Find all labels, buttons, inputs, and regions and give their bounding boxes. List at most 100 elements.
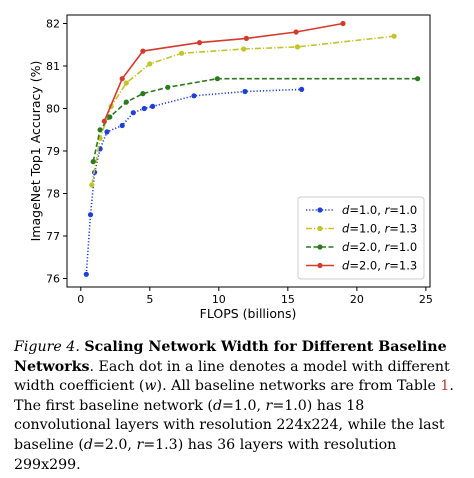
x-tick-label: 5 bbox=[146, 293, 153, 306]
legend-label: d=2.0, r=1.3 bbox=[342, 259, 417, 273]
data-point bbox=[119, 76, 125, 82]
data-point bbox=[299, 86, 305, 92]
data-point bbox=[293, 29, 299, 35]
data-point bbox=[97, 127, 103, 133]
data-point bbox=[101, 118, 107, 124]
data-point bbox=[340, 20, 346, 27]
data-point bbox=[179, 50, 185, 56]
caption-text: . Each dot in a line denotes a model wit… bbox=[14, 358, 450, 395]
caption-title: Scaling Network Width for Different Base… bbox=[14, 339, 447, 375]
legend-label-part: =1.3 bbox=[389, 222, 417, 236]
data-point bbox=[241, 46, 247, 52]
legend-label: d=2.0, r=1.0 bbox=[342, 240, 417, 254]
data-point bbox=[191, 93, 197, 99]
caption-symbol-w: w bbox=[144, 378, 157, 395]
legend-label-part: r bbox=[385, 203, 391, 217]
legend-label-part: =2.0, bbox=[349, 259, 384, 273]
legend-label-part: r bbox=[385, 222, 391, 236]
data-point bbox=[140, 91, 146, 97]
x-tick-label: 10 bbox=[212, 293, 226, 306]
legend-label-part: d bbox=[342, 203, 350, 217]
y-tick-label: 81 bbox=[46, 60, 60, 73]
data-point bbox=[150, 103, 156, 109]
x-tick-label: 15 bbox=[281, 293, 295, 306]
data-point bbox=[214, 76, 220, 82]
legend-label-part: =1.3 bbox=[389, 259, 417, 273]
legend-item: d=2.0, r=1.0 bbox=[306, 240, 417, 254]
y-tick-label: 79 bbox=[46, 145, 60, 158]
legend-label-part: =1.0, bbox=[349, 203, 384, 217]
caption-text: . The first baseline network ( bbox=[14, 378, 454, 414]
y-tick-label: 82 bbox=[46, 18, 60, 31]
legend-marker bbox=[317, 207, 323, 213]
data-point bbox=[119, 122, 125, 129]
table-reference-link[interactable]: 1 bbox=[440, 378, 450, 395]
series-line bbox=[92, 77, 418, 162]
caption-symbol-r: r bbox=[265, 397, 273, 414]
data-point bbox=[140, 48, 146, 54]
data-point bbox=[141, 105, 147, 112]
legend-label-part: =2.0, bbox=[349, 240, 384, 254]
data-point bbox=[123, 99, 129, 105]
legend-label-part: =1.0 bbox=[389, 203, 417, 217]
data-point bbox=[147, 61, 153, 67]
x-tick-label: 25 bbox=[419, 293, 433, 306]
data-point bbox=[89, 182, 95, 188]
legend-label-part: r bbox=[385, 259, 391, 273]
data-point bbox=[165, 84, 171, 90]
caption-text: =1.0) has 18 convolutional layers with r… bbox=[14, 397, 445, 453]
data-point bbox=[243, 35, 249, 42]
y-axis-label: ImageNet Top1 Accuracy (%) bbox=[28, 61, 43, 242]
data-point bbox=[391, 33, 397, 39]
data-point bbox=[196, 40, 203, 46]
y-tick-label: 76 bbox=[46, 273, 60, 286]
data-point bbox=[90, 159, 96, 165]
legend-label-part: =1.0 bbox=[389, 240, 417, 254]
data-point bbox=[242, 88, 248, 95]
accuracy-vs-flops-chart: 0 5 10 15 20 25 76 77 78 79 80 81 82 FLOPS (billions… bbox=[28, 14, 433, 321]
caption-symbol-d: d bbox=[83, 436, 93, 453]
legend-marker bbox=[317, 244, 323, 250]
legend-item: d=1.0, r=1.3 bbox=[306, 222, 417, 236]
x-tick-label: 20 bbox=[350, 293, 364, 306]
legend-label-part: d bbox=[342, 222, 350, 236]
legend-marker bbox=[317, 225, 323, 232]
x-tick-label: 0 bbox=[77, 293, 84, 306]
data-point bbox=[294, 44, 301, 50]
caption-text: ). All baseline networks are from Table bbox=[156, 378, 441, 395]
legend-label-part: =1.0, bbox=[349, 222, 384, 236]
caption-text: =1.3) has 36 layers with resolution 299x… bbox=[14, 436, 397, 473]
caption-symbol-r: r bbox=[136, 436, 144, 453]
legend-box bbox=[297, 196, 425, 280]
data-point bbox=[123, 80, 129, 86]
legend: d=1.0, r=1.0d=1.0, r=1.3d=2.0, r=1.0d=2.… bbox=[297, 196, 425, 280]
y-tick-label: 77 bbox=[46, 230, 60, 243]
data-point bbox=[107, 114, 113, 120]
series-group bbox=[83, 86, 305, 277]
caption-symbol-d: d bbox=[212, 397, 223, 414]
legend-item: d=1.0, r=1.0 bbox=[306, 203, 417, 217]
legend-marker bbox=[317, 262, 323, 269]
data-point bbox=[415, 76, 421, 82]
data-point bbox=[83, 271, 89, 277]
legend-label-part: d bbox=[342, 259, 350, 273]
caption-text: =2.0, bbox=[92, 436, 137, 453]
series-group bbox=[89, 33, 397, 188]
series-group bbox=[90, 76, 421, 165]
legend-label: d=1.0, r=1.3 bbox=[342, 222, 417, 236]
series-line bbox=[85, 88, 302, 275]
legend-label: d=1.0, r=1.0 bbox=[342, 203, 417, 217]
figure-caption: Figure 4. Scaling Network Width for Diff… bbox=[14, 338, 460, 475]
legend-label-part: r bbox=[385, 240, 391, 254]
caption-text: =1.0, bbox=[222, 397, 266, 414]
data-point bbox=[130, 110, 136, 116]
legend-item: d=2.0, r=1.3 bbox=[306, 259, 417, 273]
y-tick-label: 78 bbox=[46, 188, 60, 201]
x-axis-label: FLOPS (billions) bbox=[200, 306, 297, 321]
data-point bbox=[87, 212, 94, 218]
legend-label-part: d bbox=[342, 240, 350, 254]
series-group bbox=[101, 20, 346, 124]
y-tick-label: 80 bbox=[46, 103, 60, 116]
data-point bbox=[104, 129, 110, 135]
figure-label: Figure 4. bbox=[14, 339, 80, 355]
